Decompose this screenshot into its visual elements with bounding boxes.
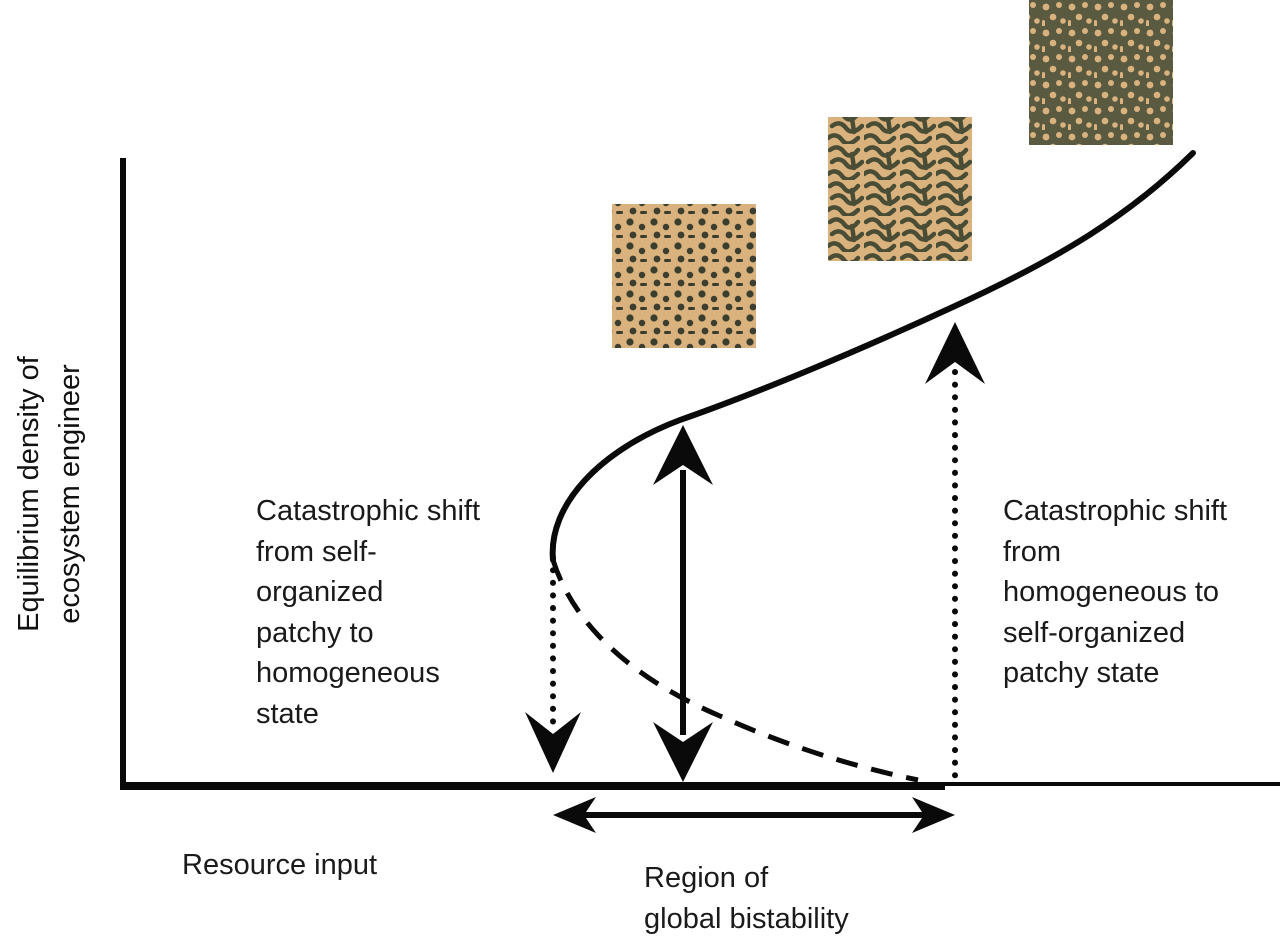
x-axis-label: Resource input [182, 849, 378, 881]
labyrinth-pattern-image [828, 117, 972, 261]
upper-stable-branch [549, 150, 1196, 563]
double-arrow-top-head [653, 425, 713, 485]
right-shift-arrowhead [925, 322, 985, 384]
y-axis-label: Equilibrium density of ecosystem enginee… [13, 356, 86, 632]
spots-pattern-image [612, 204, 756, 348]
right-shift-annotation: Catastrophic shift from homogeneous to s… [1003, 495, 1228, 689]
double-arrow-bottom-head [653, 722, 713, 782]
left-shift-annotation: Catastrophic shift from self- organized … [256, 495, 481, 730]
bistability-region-label: Region of global bistability [644, 862, 849, 935]
left-shift-arrowhead [525, 712, 581, 773]
range-left-arrowhead [553, 797, 596, 833]
range-right-arrowhead [912, 797, 955, 833]
unstable-branch-dashed [550, 559, 919, 783]
gaps-pattern-image [1029, 0, 1173, 145]
